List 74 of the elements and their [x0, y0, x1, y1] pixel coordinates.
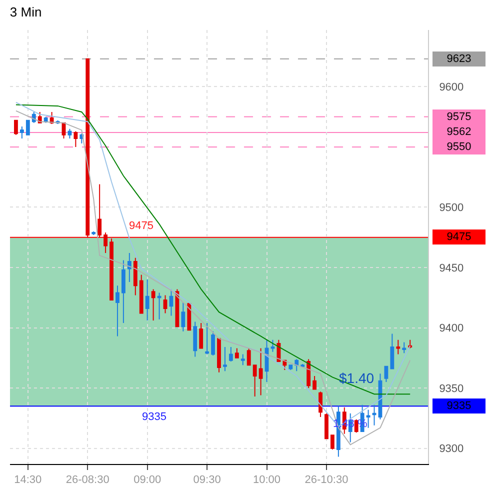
- y-tick-label: 9500: [439, 202, 464, 214]
- y-tick-label: 9450: [439, 262, 464, 274]
- ref-line-label: 9475: [446, 231, 472, 243]
- y-tick-label: 9350: [439, 382, 464, 395]
- candlestick: [258, 348, 263, 396]
- candlestick: [181, 302, 186, 332]
- candlestick: [175, 288, 180, 328]
- candlestick: [199, 322, 204, 349]
- candlestick: [145, 279, 150, 322]
- ref-line-label: 9335: [446, 400, 472, 412]
- candlestick: [234, 348, 239, 358]
- candlestick: [240, 354, 245, 366]
- candlestick: [390, 333, 394, 370]
- candlestick: [330, 434, 334, 450]
- x-tick-label: 09:00: [134, 474, 162, 486]
- candlestick: [324, 412, 328, 440]
- candlestick: [68, 128, 72, 139]
- candlestick: [139, 274, 144, 314]
- candlestick: [402, 342, 406, 354]
- candlestick: [366, 409, 370, 428]
- x-tick-label: 10:00: [253, 474, 281, 486]
- annotation: 9475: [129, 220, 154, 232]
- candlestick: [163, 294, 168, 314]
- candlestick: [252, 364, 257, 397]
- ref-line-label: 9562: [446, 126, 472, 138]
- candlestick: [228, 346, 233, 362]
- candlestick: [288, 364, 293, 370]
- candlestick: [384, 366, 388, 383]
- ref-line-label: 9550: [446, 141, 472, 153]
- candlestick: [396, 339, 400, 355]
- y-tick-label: 9400: [439, 322, 464, 335]
- candlestick: [20, 126, 24, 139]
- ref-line-label: 9623: [446, 53, 472, 65]
- candlestick: [121, 260, 126, 324]
- candlestick: [211, 330, 215, 356]
- ref-line-label: 9575: [446, 111, 472, 123]
- candlestick: [193, 321, 198, 358]
- candlestick: [318, 391, 322, 418]
- candlestick: [205, 322, 210, 355]
- candlestick: [408, 339, 412, 349]
- candlestick: [372, 404, 376, 426]
- candlestick: [217, 338, 221, 373]
- chart-title: 3 Min: [10, 4, 42, 20]
- candlestick: [223, 346, 227, 372]
- annotation: $1.40: [339, 370, 374, 386]
- candlestick: [354, 418, 358, 434]
- candlestick: [151, 288, 156, 322]
- candlestick: [92, 230, 96, 236]
- candlestick: [133, 257, 138, 296]
- candlestick: [98, 184, 102, 238]
- candlestick: [300, 363, 305, 367]
- candlestick: [14, 120, 18, 136]
- candlestick: [74, 130, 78, 148]
- candlestick: [187, 302, 192, 331]
- y-tick-label: 9300: [439, 443, 464, 456]
- x-tick-label: 26-08:30: [66, 474, 110, 486]
- x-tick-label: 09:30: [193, 474, 221, 486]
- candlestick: [312, 375, 317, 390]
- y-tick-label: 9600: [439, 82, 464, 94]
- candlestick: [294, 358, 299, 372]
- candlestick: [169, 288, 174, 316]
- candlestick: [110, 238, 114, 301]
- candlestick: [306, 358, 311, 389]
- x-tick-label: 14:30: [14, 474, 42, 486]
- candlestick: [26, 120, 30, 136]
- candlestick: [104, 232, 108, 254]
- x-tick-label: 26-10:30: [304, 474, 348, 486]
- candlestick: [127, 252, 132, 282]
- annotation: 9335: [142, 411, 166, 423]
- candlestick: [246, 348, 251, 366]
- candlestick: [157, 292, 162, 320]
- candlestick: [116, 285, 120, 337]
- annotation: 1.48 %: [333, 418, 368, 430]
- candlestick: [270, 339, 275, 352]
